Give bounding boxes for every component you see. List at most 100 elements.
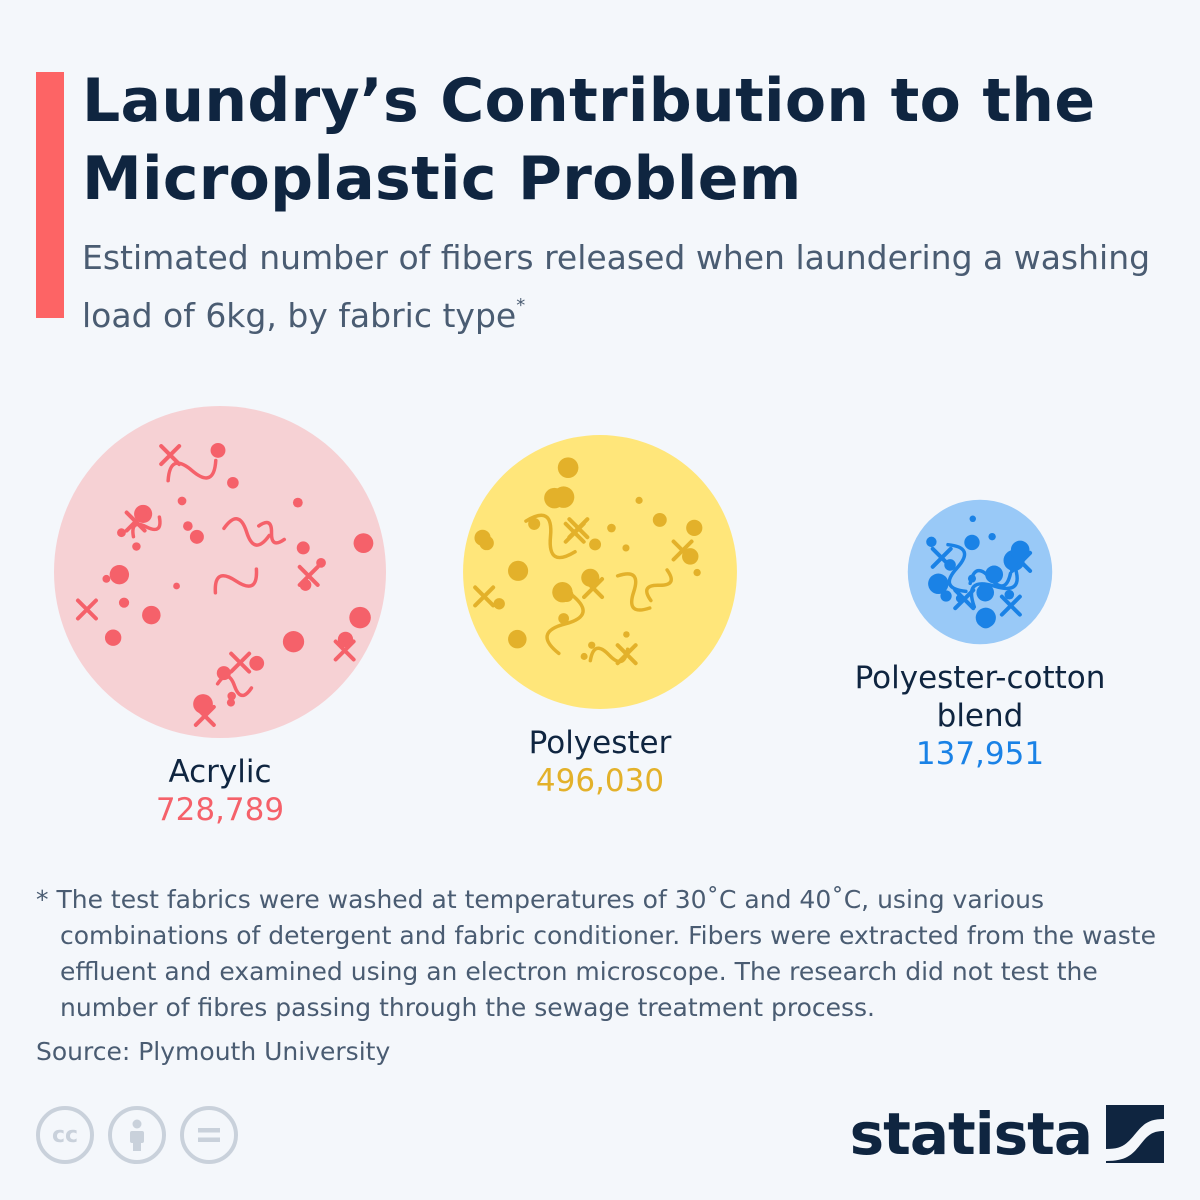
fiber-dot-polyester-cotton-blend bbox=[1004, 589, 1015, 600]
logo-wordmark: statista bbox=[849, 1100, 1093, 1168]
bubble-value-acrylic: 728,789 bbox=[156, 792, 284, 828]
person-glyph bbox=[130, 1119, 144, 1151]
fiber-dot-polyester-cotton-blend bbox=[926, 536, 937, 548]
fiber-dot-acrylic bbox=[349, 606, 371, 629]
fiber-dot-acrylic bbox=[177, 496, 187, 506]
equals-glyph bbox=[198, 1128, 220, 1142]
fiber-squiggle-acrylic bbox=[222, 517, 271, 547]
fiber-dot-acrylic bbox=[102, 574, 111, 583]
license-icons: cc bbox=[36, 1106, 238, 1164]
bubble-value-polyester-cotton-blend: 137,951 bbox=[916, 736, 1044, 772]
fiber-dot-acrylic bbox=[173, 582, 180, 590]
bubble-label-polyester-cotton-blend: blend bbox=[937, 698, 1024, 734]
fiber-dot-acrylic bbox=[104, 629, 122, 646]
source-note: Source: Plymouth University bbox=[36, 1037, 391, 1066]
fiber-dot-polyester bbox=[508, 560, 529, 581]
fiber-dot-polyester-cotton-blend bbox=[964, 534, 980, 551]
fiber-dot-polyester bbox=[474, 529, 491, 546]
fiber-squiggle-acrylic bbox=[257, 520, 287, 545]
fiber-dot-polyester bbox=[589, 538, 602, 551]
page-subtitle: Estimated number of fibers released when… bbox=[82, 232, 1162, 342]
fiber-dot-polyester bbox=[580, 652, 588, 660]
fiber-dot-polyester bbox=[607, 523, 616, 533]
fiber-squiggle-acrylic bbox=[166, 458, 218, 483]
fiber-cross-acrylic bbox=[333, 639, 356, 662]
bubble-acrylic bbox=[54, 406, 386, 738]
fiber-dot-polyester-cotton-blend bbox=[975, 607, 996, 628]
fiber-dot-acrylic bbox=[142, 605, 161, 625]
fiber-dot-polyester bbox=[528, 517, 541, 530]
fiber-cross-polyester-cotton-blend bbox=[930, 546, 953, 569]
fiber-dot-acrylic bbox=[296, 541, 310, 555]
fiber-squiggle-acrylic bbox=[131, 515, 162, 539]
fiber-dot-polyester-cotton-blend bbox=[928, 573, 949, 594]
fiber-squiggle-polyester bbox=[524, 513, 577, 560]
fiber-dot-acrylic bbox=[117, 528, 126, 538]
cc-icon[interactable]: cc bbox=[36, 1106, 94, 1164]
no-derivatives-icon[interactable] bbox=[180, 1106, 238, 1164]
fiber-squiggle-polyester bbox=[588, 646, 630, 664]
fiber-cross-acrylic bbox=[193, 704, 216, 727]
fiber-cross-acrylic bbox=[229, 651, 252, 674]
subtitle-text: Estimated number of fibers released when… bbox=[82, 238, 1151, 335]
fiber-cross-polyester-cotton-blend bbox=[999, 594, 1022, 617]
fiber-dot-polyester bbox=[493, 598, 505, 610]
fiber-dot-polyester bbox=[652, 512, 667, 527]
fiber-dot-polyester-cotton-blend bbox=[969, 515, 976, 523]
fiber-cross-acrylic bbox=[159, 444, 182, 467]
fiber-dot-acrylic bbox=[109, 564, 130, 585]
bubble-polyester bbox=[463, 435, 737, 709]
fiber-dot-polyester-cotton-blend bbox=[940, 590, 952, 602]
title-accent-bar bbox=[36, 72, 64, 318]
fiber-dot-acrylic bbox=[132, 542, 141, 551]
subtitle-footnote-marker: * bbox=[516, 295, 526, 316]
fiber-dot-acrylic bbox=[292, 497, 303, 508]
fiber-cross-polyester bbox=[671, 539, 694, 562]
fiber-squiggle-acrylic bbox=[213, 567, 259, 595]
attribution-icon[interactable] bbox=[108, 1106, 166, 1164]
fiber-dot-polyester-cotton-blend bbox=[988, 532, 996, 541]
fiber-dot-polyester bbox=[557, 457, 579, 478]
fiber-dot-polyester bbox=[623, 631, 630, 638]
page-title: Laundry’s Contribution to the Microplast… bbox=[82, 66, 1096, 214]
fiber-dot-polyester bbox=[686, 519, 703, 536]
fiber-dot-acrylic bbox=[282, 631, 305, 653]
fiber-dot-acrylic bbox=[210, 442, 226, 458]
fiber-squiggle-polyester-cotton-blend bbox=[969, 563, 1019, 609]
statista-logo[interactable]: statista bbox=[850, 1100, 1164, 1168]
fiber-dot-polyester bbox=[552, 581, 573, 603]
fiber-squiggle-acrylic bbox=[215, 674, 254, 698]
fiber-dot-acrylic bbox=[118, 597, 130, 608]
fiber-squiggle-polyester-cotton-blend bbox=[968, 568, 1013, 588]
fiber-dot-acrylic bbox=[183, 521, 193, 531]
fiber-cross-polyester bbox=[582, 577, 605, 600]
fiber-cross-polyester bbox=[567, 517, 590, 540]
fiber-squiggle-polyester bbox=[545, 592, 585, 656]
fiber-dot-acrylic bbox=[189, 529, 204, 544]
fiber-cross-acrylic bbox=[124, 510, 147, 533]
fiber-squiggle-polyester bbox=[615, 572, 652, 612]
bubble-label-acrylic: Acrylic bbox=[168, 754, 271, 790]
fiber-dot-acrylic bbox=[227, 691, 236, 701]
fiber-cross-acrylic bbox=[297, 564, 320, 587]
fiber-dot-polyester bbox=[622, 544, 630, 552]
bubble-label-polyester: Polyester bbox=[529, 725, 672, 761]
fiber-dot-polyester bbox=[635, 496, 643, 504]
fiber-dot-polyester bbox=[558, 613, 570, 624]
fiber-dot-acrylic bbox=[249, 655, 265, 671]
fiber-squiggle-polyester bbox=[645, 568, 673, 603]
footnote: * The test fabrics were washed at temper… bbox=[36, 885, 1156, 1022]
fiber-cross-acrylic bbox=[75, 598, 98, 621]
fiber-dot-polyester bbox=[552, 486, 575, 508]
fiber-dot-acrylic bbox=[353, 533, 374, 553]
bubble-value-polyester: 496,030 bbox=[536, 763, 664, 799]
fiber-dot-polyester bbox=[693, 568, 701, 577]
fiber-squiggle-polyester-cotton-blend bbox=[946, 542, 968, 594]
fiber-dot-acrylic bbox=[226, 698, 235, 707]
bubble-label-polyester-cotton-blend: Polyester-cotton bbox=[855, 660, 1106, 696]
fiber-dot-acrylic bbox=[227, 476, 239, 489]
fiber-dot-polyester bbox=[508, 629, 527, 649]
logo-mark-icon bbox=[1106, 1105, 1164, 1163]
fiber-dot-polyester-cotton-blend bbox=[976, 583, 995, 602]
